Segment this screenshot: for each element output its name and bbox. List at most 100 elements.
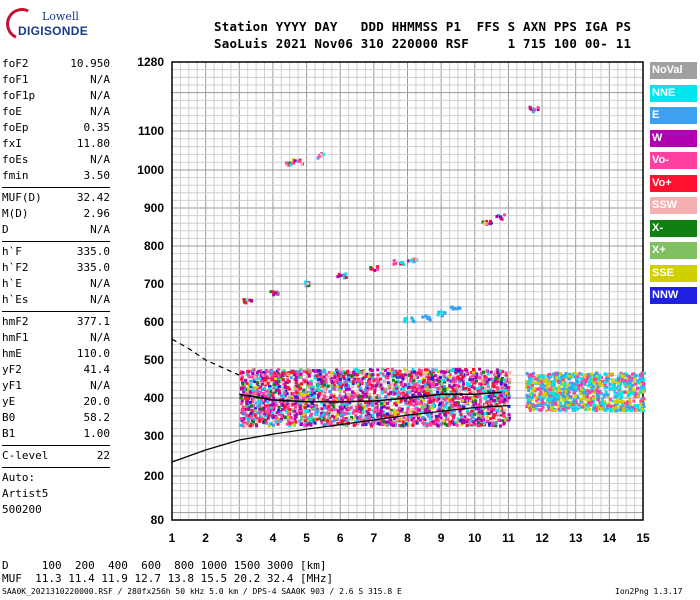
echo-point <box>564 409 568 413</box>
echo-point <box>587 401 591 405</box>
echo-point <box>404 422 408 426</box>
x-tick-label: 10 <box>468 531 482 545</box>
echo-point <box>395 389 398 393</box>
param-row: hmE 110.0 <box>2 346 110 362</box>
echo-point <box>295 391 299 395</box>
echo-point <box>356 418 360 422</box>
echo-point <box>486 372 490 376</box>
echo-point <box>556 379 560 383</box>
echo-point <box>316 156 320 160</box>
echo-point <box>379 383 383 387</box>
echo-point <box>320 407 324 411</box>
echo-point <box>638 390 642 394</box>
echo-point <box>395 387 399 391</box>
echo-point <box>299 399 303 403</box>
echo-point <box>378 393 381 397</box>
echo-point <box>476 412 479 415</box>
echo-point <box>494 377 498 381</box>
echo-point <box>294 405 297 409</box>
echo-point <box>249 404 253 408</box>
echo-point <box>414 382 418 386</box>
echo-point <box>588 384 592 388</box>
echo-point <box>357 398 361 402</box>
echo-point <box>319 415 323 418</box>
echo-point <box>537 397 541 401</box>
echo-point <box>376 267 380 271</box>
echo-point <box>616 399 619 403</box>
echo-point <box>616 379 620 383</box>
echo-point <box>300 415 303 419</box>
echo-point <box>632 406 636 410</box>
echo-point <box>596 398 600 402</box>
echo-point <box>590 387 594 391</box>
echo-point <box>293 423 296 427</box>
echo-point <box>309 381 312 385</box>
echo-point <box>396 380 400 384</box>
echo-point <box>499 216 503 220</box>
param-row: hmF1 N/A <box>2 330 110 346</box>
echo-point <box>367 375 371 379</box>
echo-point <box>240 375 244 379</box>
echo-point <box>271 393 275 397</box>
legend-item-vominus: Vo- <box>650 152 697 169</box>
echo-point <box>588 374 592 378</box>
echo-point <box>531 381 534 385</box>
echo-point <box>486 383 490 387</box>
echo-point <box>405 394 409 398</box>
echo-point <box>373 268 377 272</box>
echo-point <box>287 409 291 413</box>
echo-point <box>346 418 350 422</box>
echo-point <box>582 393 585 397</box>
echo-point <box>365 390 369 394</box>
echo-point <box>299 386 303 390</box>
echo-point <box>431 400 435 404</box>
echo-point <box>591 400 595 404</box>
echo-point <box>573 395 577 399</box>
echo-point <box>445 423 449 427</box>
echo-point <box>355 409 359 413</box>
echo-point <box>276 422 280 426</box>
digisonde-logo: Lowell DIGISONDE <box>1 3 114 46</box>
echo-point <box>256 379 260 383</box>
echo-point <box>315 413 319 416</box>
echo-point <box>394 410 397 414</box>
echo-point <box>309 423 313 427</box>
echo-point <box>487 404 491 408</box>
echo-point <box>582 378 586 382</box>
echo-point <box>380 409 384 413</box>
echo-point <box>379 402 383 406</box>
echo-point <box>384 394 388 398</box>
echo-point <box>380 387 384 391</box>
echo-point <box>435 417 439 421</box>
echo-point <box>472 403 476 407</box>
echo-point <box>421 315 425 319</box>
echo-point <box>474 376 478 379</box>
echo-point <box>503 213 506 217</box>
echo-point <box>368 387 372 391</box>
echo-point <box>387 369 390 372</box>
echo-point <box>490 421 494 425</box>
echo-point <box>634 382 638 386</box>
echo-point <box>455 421 459 425</box>
echo-point <box>319 153 323 156</box>
echo-point <box>264 399 268 403</box>
echo-point <box>444 396 448 400</box>
echo-point <box>545 385 549 389</box>
echo-point <box>342 377 346 380</box>
echo-point <box>552 387 556 391</box>
echo-point <box>364 375 368 378</box>
echo-point <box>397 423 401 427</box>
echo-point <box>640 371 644 375</box>
echo-point <box>293 417 297 421</box>
echo-point <box>244 301 248 305</box>
echo-point <box>283 391 287 395</box>
echo-point <box>477 386 481 390</box>
echo-point <box>490 410 494 414</box>
echo-point <box>300 382 304 386</box>
echo-point <box>294 381 298 385</box>
echo-point <box>598 380 602 384</box>
echo-point <box>412 260 416 264</box>
y-tick-label: 500 <box>144 353 164 367</box>
echo-point <box>492 399 495 403</box>
echo-point <box>392 259 396 263</box>
